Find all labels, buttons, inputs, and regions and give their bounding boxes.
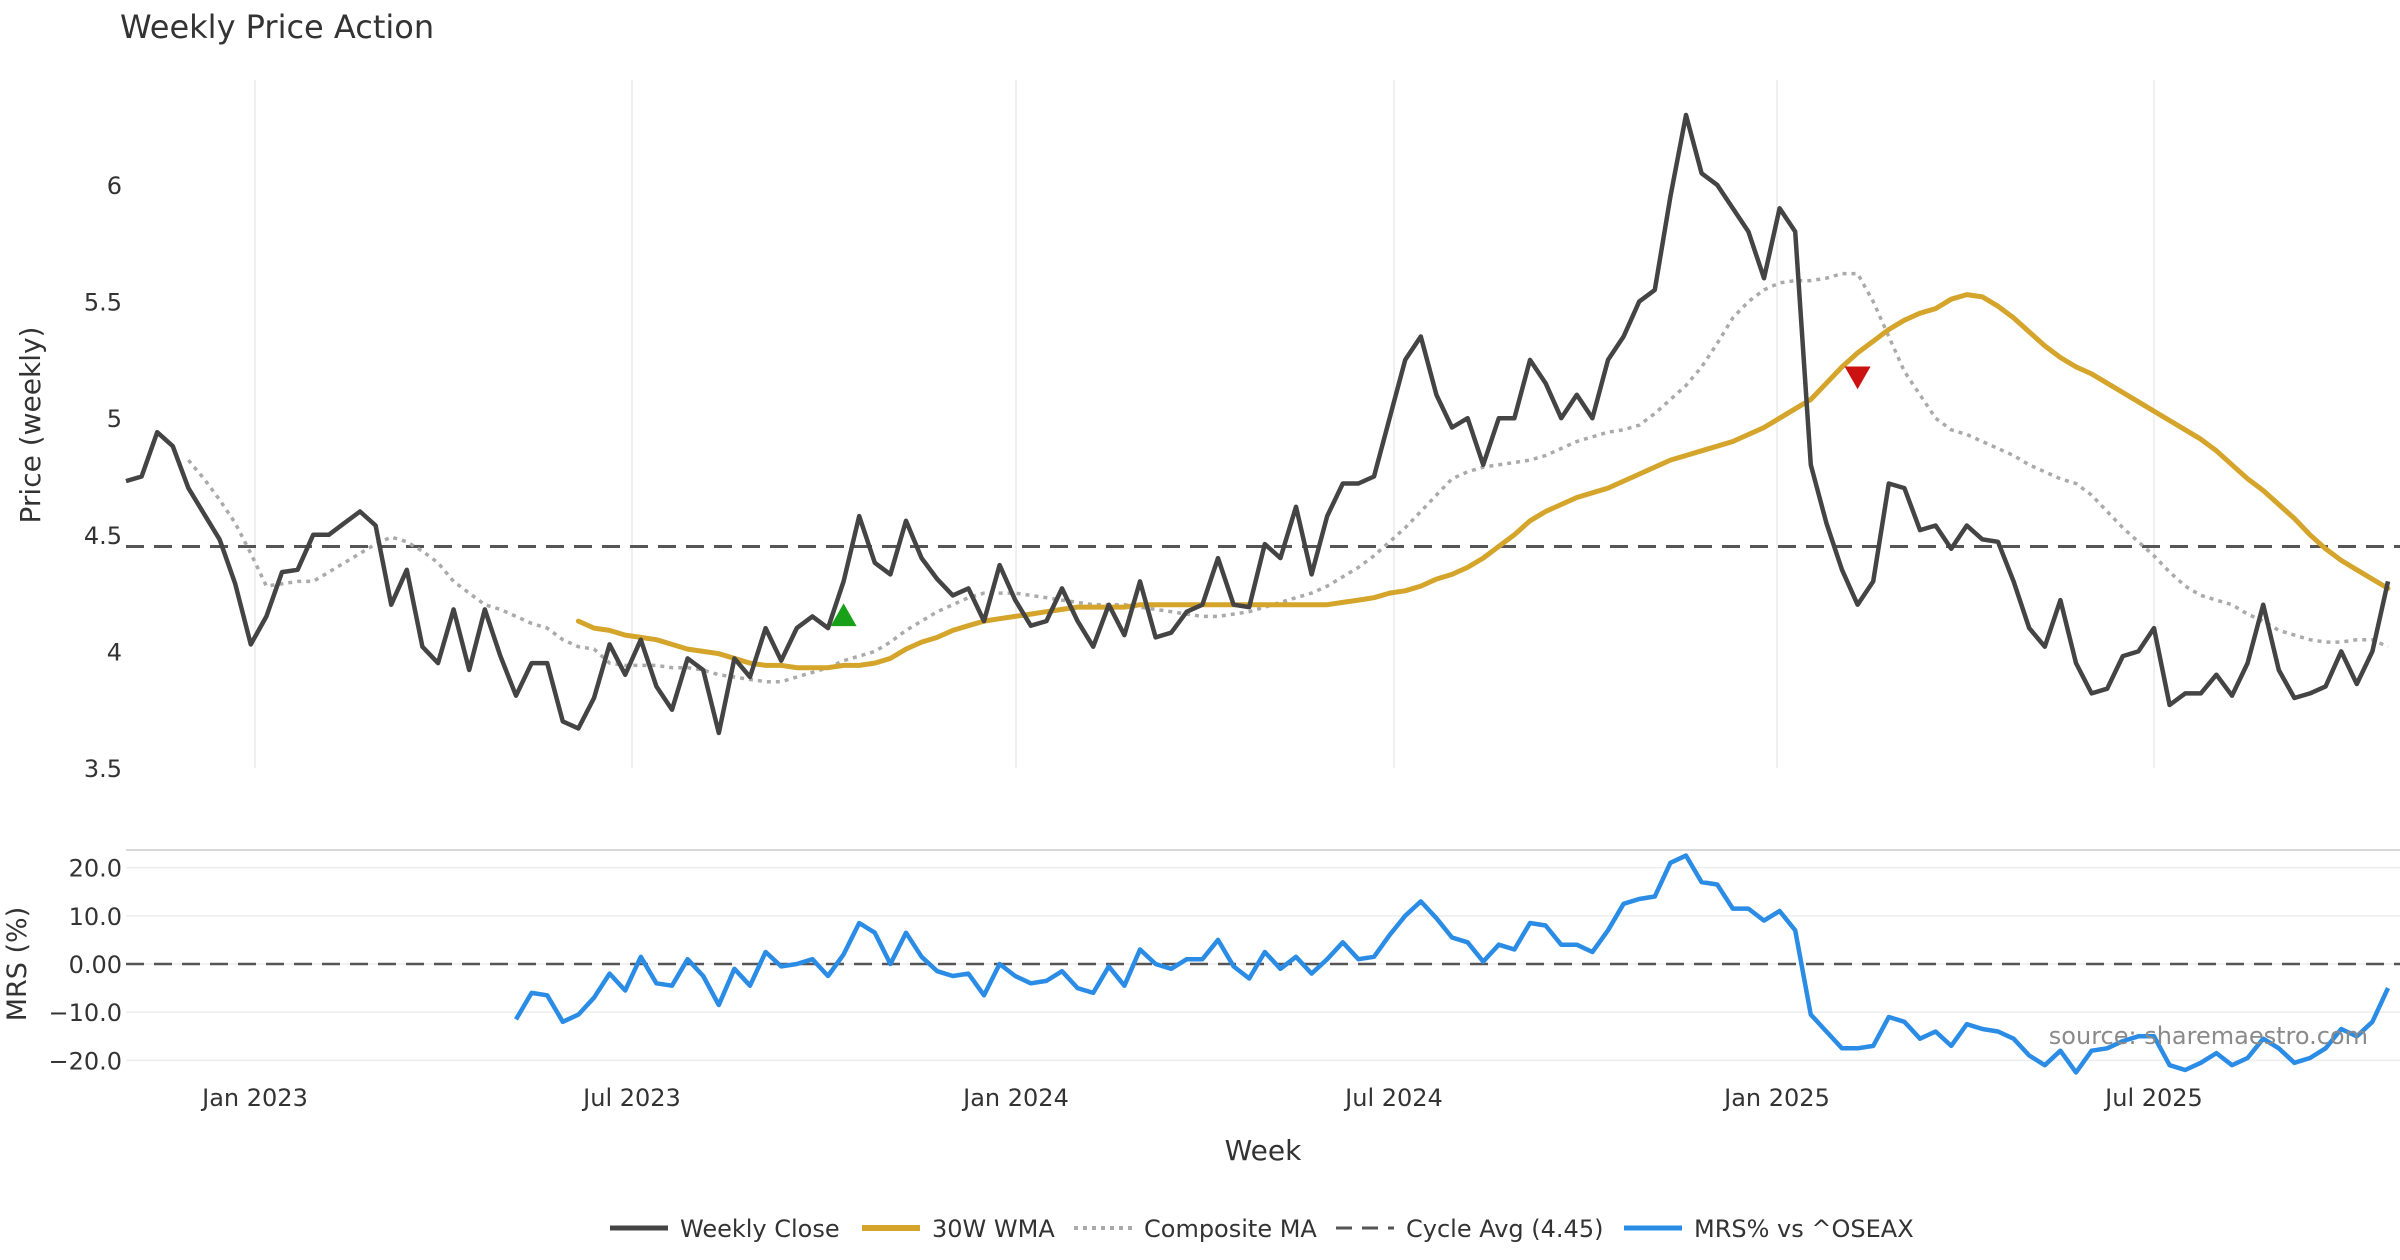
chart-title: Weekly Price Action [120,8,434,46]
mrs-y-axis-label: MRS (%) [2,907,33,1022]
price-y-tick-label: 4 [107,638,122,666]
x-axis: Jan 2023 Jul 2023 Jan 2024 Jul 2024 Jan 2025… [200,1084,2203,1112]
legend-label: MRS% vs ^OSEAX [1694,1215,1914,1243]
mrs-y-tick-label: 10.0 [69,903,122,931]
mrs-y-tick-label: 20.0 [69,855,122,883]
price-y-tick-label: 5.5 [84,289,122,317]
mrs-series [126,853,2400,1075]
price-y-axis: 3.5 4 4.5 5 5.5 6 [84,172,122,783]
x-tick-label: Jan 2023 [200,1084,308,1112]
legend: Weekly Close 30W WMA Composite MA Cycle Avg… [610,1215,1914,1243]
mrs-y-axis: −20.0 −10.0 0.00 10.0 20.0 [48,855,122,1076]
x-tick-label: Jul 2024 [1343,1084,1443,1112]
wma-line [575,292,2391,671]
composite-ma-line [187,271,2389,684]
source-note: source: sharemaestro.com [2049,1022,2368,1050]
grid [126,80,2400,1062]
mrs-y-tick-label: −10.0 [48,999,122,1027]
weekly-close-line [125,112,2391,736]
x-tick-label: Jul 2023 [581,1084,681,1112]
sell-signal-marker [1844,366,1871,390]
x-tick-label: Jan 2025 [1722,1084,1830,1112]
legend-label: Cycle Avg (4.45) [1406,1215,1603,1243]
buy-signal-marker [830,603,857,627]
x-tick-label: Jul 2025 [2103,1084,2203,1112]
x-axis-label: Week [1225,1134,1302,1167]
mrs-y-tick-label: −20.0 [48,1047,122,1075]
price-y-tick-label: 3.5 [84,755,122,783]
signal-markers [830,366,1871,627]
price-y-tick-label: 4.5 [84,522,122,550]
price-y-tick-label: 5 [107,405,122,433]
legend-label: Composite MA [1144,1215,1317,1243]
mrs-y-tick-label: 0.00 [69,951,122,979]
mrs-line [514,853,2391,1075]
price-y-tick-label: 6 [107,172,122,200]
legend-label: Weekly Close [680,1215,840,1243]
price-y-axis-label: Price (weekly) [14,327,47,524]
x-tick-label: Jan 2024 [961,1084,1069,1112]
legend-label: 30W WMA [932,1215,1055,1243]
price-series [125,112,2400,736]
